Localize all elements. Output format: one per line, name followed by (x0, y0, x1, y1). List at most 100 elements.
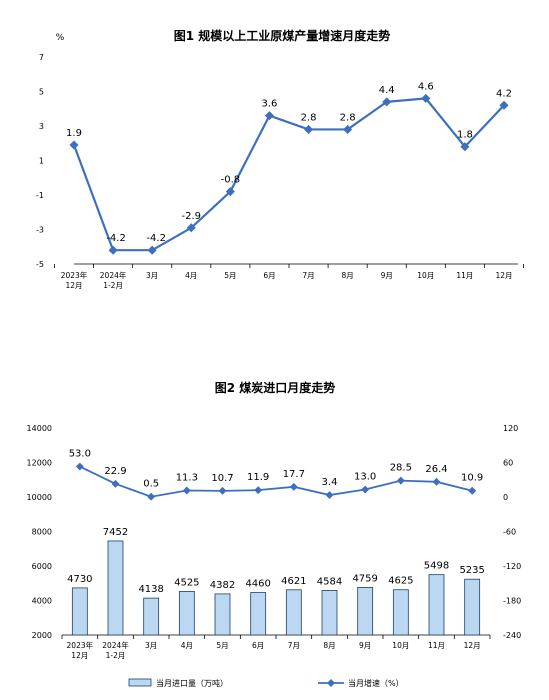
chart-1-x-tick-label: 11月 (456, 271, 473, 280)
chart-2-growth-point (147, 492, 156, 501)
chart-1-data-point (382, 97, 392, 107)
chart-2-growth-label: 10.7 (211, 473, 233, 484)
chart-2-bar-label: 4138 (138, 584, 163, 595)
chart-1-x-tick-label: 7月 (302, 271, 314, 280)
chart-1-data-label: 4.4 (379, 85, 395, 96)
chart-2-x-tick-label: 3月 (145, 641, 157, 650)
chart-1-data-label: -4.2 (146, 233, 166, 244)
chart-1-data-point (421, 93, 431, 103)
chart-2-growth-label: 13.0 (354, 472, 376, 483)
chart-2-bar-label: 4460 (245, 579, 270, 590)
chart-2-growth-line (79, 465, 473, 498)
chart-2-bar (250, 592, 267, 636)
chart-1-data-point (225, 187, 235, 197)
chart-2-growth-point (111, 479, 120, 488)
chart-2-right-y-tick-label: 60 (503, 459, 513, 468)
chart-1-data-label: 2.8 (340, 112, 356, 123)
chart-2-left-y-tick-label: 6000 (32, 562, 52, 571)
chart-2-coal-imports: 图2 煤炭进口月度走势 14000 12000 10000 8000 6000 4000 2… (27, 380, 522, 688)
chart-1-data-point (304, 124, 314, 134)
chart-2-x-tick-label: 6月 (252, 641, 264, 650)
chart-1-data-label: 4.6 (418, 81, 434, 92)
chart-2-bar (464, 578, 481, 636)
chart-2-bar-label: 4625 (388, 576, 413, 587)
chart-1-data-label: 3.6 (262, 99, 278, 110)
chart-1-series-line (72, 97, 505, 252)
chart-1-x-tick-label: 12月 (495, 271, 512, 280)
chart-1-title: 图1 规模以上工业原煤产量增速月度走势 (174, 28, 391, 43)
chart-2-bar-label: 5498 (424, 561, 449, 572)
chart-2-growth-point (432, 477, 441, 486)
chart-2-growth-point (361, 485, 370, 494)
chart-1-data-point (108, 245, 118, 255)
chart-2-x-tick-label: 8月 (323, 641, 335, 650)
chart-1-x-tick-label: 6月 (263, 271, 275, 280)
chart-1-y-tick-label: -5 (36, 260, 44, 269)
chart-2-bar (428, 574, 445, 636)
chart-2-bar-label: 5235 (459, 565, 484, 576)
chart-2-left-y-tick-label: 4000 (32, 597, 52, 606)
chart-2-bar (178, 591, 195, 636)
chart-2-growth-label: 3.4 (322, 477, 338, 488)
chart-2-growth-label: 53.0 (69, 449, 91, 460)
chart-1-y-tick-label: 1 (39, 157, 44, 166)
chart-2-x-tick-label: 9月 (359, 641, 371, 650)
chart-1-x-tick-label: 4月 (185, 271, 197, 280)
chart-2-x-tick-label: 2024年 1-2月 (102, 640, 129, 660)
chart-2-growth-point (254, 486, 263, 495)
chart-2-bar-label: 4730 (67, 574, 92, 585)
chart-2-growth-point (325, 491, 334, 500)
chart-2-bar-label: 4382 (210, 580, 235, 591)
chart-2-left-y-tick-label: 14000 (27, 424, 52, 433)
chart-1-data-label: 1.9 (66, 128, 82, 139)
chart-2-growth-label: 11.9 (247, 472, 269, 483)
chart-2-left-y-tick-label: 8000 (32, 528, 52, 537)
chart-2-growth-point (289, 482, 298, 491)
chart-2-left-y-tick-label: 10000 (27, 493, 52, 502)
chart-2-growth-label: 26.4 (425, 464, 447, 475)
chart-1-data-label: 4.2 (496, 88, 512, 99)
chart-2-right-y-tick-label: -180 (503, 597, 521, 606)
chart-1-y-tick-label: 7 (39, 53, 44, 62)
chart-2-bar-label: 4759 (352, 573, 377, 584)
chart-2-right-y-tick-label: 0 (503, 493, 508, 502)
chart-2-bar-label: 4621 (281, 576, 306, 587)
chart-1-data-point (343, 124, 353, 134)
chart-1-data-point (186, 223, 196, 233)
chart-2-bar (285, 589, 302, 636)
chart-2-right-y-tick-label: -240 (503, 631, 521, 640)
chart-2-right-y-tick-label: -60 (503, 528, 516, 537)
chart-2-bar (214, 593, 231, 636)
chart-1-y-tick-label: 5 (39, 88, 44, 97)
chart-2-bar (143, 597, 160, 636)
chart-2-bar-label: 4525 (174, 577, 199, 588)
chart-1-y-tick-label: -3 (36, 226, 44, 235)
chart-1-x-tick-label: 2023年 12月 (61, 270, 88, 290)
legend-bar-swatch (128, 678, 152, 687)
chart-1-data-point (264, 111, 274, 121)
chart-2-growth-point (218, 486, 227, 495)
chart-1-x-tick-label: 8月 (341, 271, 353, 280)
chart-1-production-growth: 图1 规模以上工业原煤产量增速月度走势 % 7 5 3 1 -1 -3 -5 2023年 12月… (36, 28, 524, 290)
chart-2-bar (321, 590, 338, 636)
legend-line-marker (327, 679, 335, 687)
chart-2-bar (357, 587, 374, 636)
legend-bar-label: 当月进口量（万吨） (156, 678, 228, 688)
chart-2-growth-label: 22.9 (104, 466, 126, 477)
chart-2-x-tick-label: 7月 (288, 641, 300, 650)
chart-1-x-tick-label: 3月 (146, 271, 158, 280)
chart-2-x-tick-label: 2023年 12月 (67, 640, 94, 660)
chart-1-x-tick-label: 10月 (417, 271, 434, 280)
chart-1-data-label: -0.8 (221, 175, 241, 186)
chart-2-x-tick-label: 12月 (464, 641, 481, 650)
chart-1-y-tick-label: -1 (36, 191, 44, 200)
chart-1-y-unit: % (56, 33, 65, 43)
chart-2-growth-point (75, 462, 84, 471)
chart-1-data-label: -4.2 (106, 233, 126, 244)
chart-2-bar (107, 540, 124, 636)
chart-2-bar (392, 589, 409, 636)
chart-1-data-point (69, 140, 79, 150)
chart-2-bar (71, 587, 88, 636)
chart-1-data-label: 1.8 (457, 130, 473, 141)
